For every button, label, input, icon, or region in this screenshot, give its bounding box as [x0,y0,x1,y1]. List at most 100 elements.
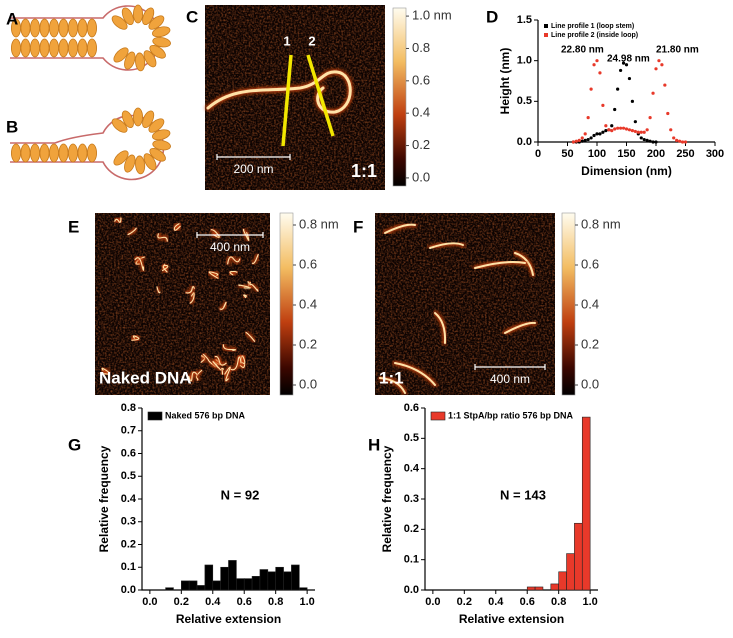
y-tick-label: 0.1 [404,554,419,566]
data-point [613,127,617,131]
scale-bar [216,154,291,160]
data-point [589,136,593,140]
dna-strand [188,371,198,382]
data-point [601,103,605,107]
x-tick-label: 250 [676,148,694,160]
protein-bead [135,155,146,175]
dna-strand [157,233,168,242]
image-label: 1:1 [351,161,377,181]
data-point [666,111,670,116]
y-tick-label: 0.1 [121,561,136,573]
data-point [627,76,632,81]
protein-bead [87,18,98,38]
data-point [598,71,602,75]
data-point [636,130,640,134]
dna-strand [131,335,140,341]
x-tick-label: 150 [617,148,635,160]
dna-strand [114,217,122,223]
protein-bead [149,147,166,162]
protein-bead [77,38,88,58]
afm-image [375,213,555,396]
data-point [645,138,649,142]
protein-bead [87,143,98,163]
data-point [619,126,623,130]
histogram-bar [581,416,591,591]
protein-bead [132,4,143,24]
dna-strand [135,256,145,265]
y-tick-label: 0.3 [121,516,136,528]
data-point [580,136,584,140]
protein-bead [143,153,157,171]
protein-bead [77,143,88,163]
protein-bead [87,38,98,58]
dna-strand [214,355,227,366]
data-point [604,129,608,133]
protein-bead [49,143,60,163]
colorbar-tick-label: 0.4 [581,296,599,311]
protein-bead [121,110,134,129]
data-point [607,128,611,132]
dna-strand [208,271,219,279]
dna-strand [242,294,248,299]
y-tick-label: 0.5 [121,470,136,482]
x-tick-label: 0.6 [520,596,535,608]
dna-strand [245,331,256,342]
x-axis-label: Dimension (nm) [581,164,672,178]
data-point [648,139,652,143]
data-point [651,140,655,144]
legend-label: 1:1 StpA/bp ratio 576 bp DNA [448,410,574,420]
x-tick-label: 0.8 [551,596,566,608]
profile-line [306,54,335,137]
x-tick-label: 0.4 [488,596,504,608]
histogram-bar [251,576,261,591]
dna-strand [227,256,241,265]
x-axis-label: Relative extension [176,612,281,626]
histogram-bar [291,564,300,591]
data-point [660,63,664,67]
data-point [672,136,676,140]
protein-bead [113,150,129,166]
colorbar-tick-label: 0.8 nm [581,216,621,231]
protein-bead [152,139,171,151]
dna-strand [189,292,195,304]
histogram-bar [558,571,567,591]
colorbar [279,212,294,396]
y-axis-label: Height (nm) [498,48,512,115]
panel-letter: F [353,217,363,236]
data-point [619,68,623,73]
data-point [654,67,658,71]
data-point [642,137,646,142]
dna-strand [195,369,203,381]
data-point [639,130,643,134]
histogram-bar [204,564,214,591]
x-tick-label: 300 [706,148,724,160]
protein-bead [20,18,31,38]
afm-noise [205,5,385,190]
protein-bead [152,26,171,38]
scale-bar-label: 200 nm [233,162,273,176]
legend-label: Naked 576 bp DNA [165,410,246,420]
protein-bead [152,129,171,141]
y-tick-label: 0.0 [517,136,532,148]
data-point [648,116,652,120]
protein-bead [143,50,157,68]
histogram-bar [188,580,198,591]
dna-strand [134,257,145,271]
dna-strand [156,286,161,294]
protein-bead [39,38,50,58]
x-tick-label: 1.0 [582,596,597,608]
protein-bead [58,18,69,38]
data-point [613,107,617,112]
image-label: Naked DNA [99,368,192,387]
annotation: 22.80 nm [561,45,604,56]
dna-strand [202,353,216,368]
data-point [633,120,637,124]
protein-bead [142,7,155,26]
y-tick-label: 0.0 [404,584,419,596]
protein-bead [113,47,129,63]
dna-strand [429,242,464,249]
annotation: N = 143 [500,487,546,502]
data-point [595,132,599,136]
data-point [574,139,578,143]
protein-bead [49,18,60,38]
